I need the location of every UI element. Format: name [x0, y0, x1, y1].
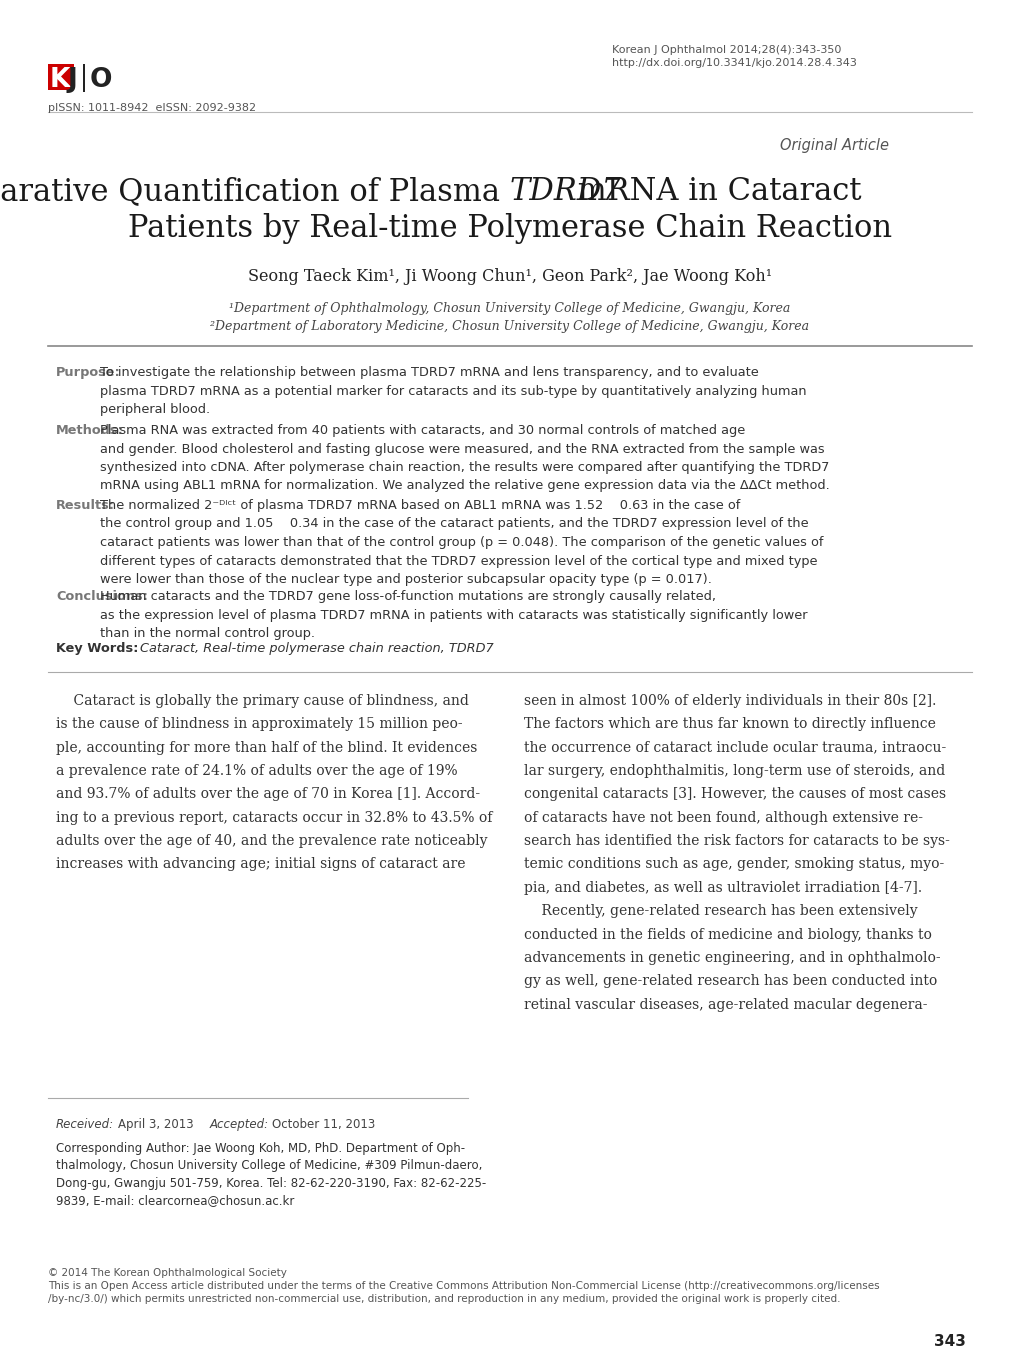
- Text: Results:: Results:: [56, 499, 115, 512]
- Text: TDRD7: TDRD7: [510, 177, 622, 208]
- Text: pISSN: 1011-8942  eISSN: 2092-9382: pISSN: 1011-8942 eISSN: 2092-9382: [48, 103, 256, 113]
- Text: Cataract is globally the primary cause of blindness, and
is the cause of blindne: Cataract is globally the primary cause o…: [56, 694, 492, 871]
- Text: J: J: [68, 67, 77, 92]
- Text: Key Words:: Key Words:: [56, 641, 139, 655]
- Text: Plasma RNA was extracted from 40 patients with cataracts, and 30 normal controls: Plasma RNA was extracted from 40 patient…: [100, 424, 828, 492]
- Text: Korean J Ophthalmol 2014;28(4):343-350: Korean J Ophthalmol 2014;28(4):343-350: [611, 45, 841, 54]
- Text: Received:: Received:: [56, 1118, 114, 1131]
- Text: Accepted:: Accepted:: [210, 1118, 269, 1131]
- Text: Patients by Real-time Polymerase Chain Reaction: Patients by Real-time Polymerase Chain R…: [127, 212, 892, 243]
- Text: Methods:: Methods:: [56, 424, 123, 438]
- Text: mRNA in Cataract: mRNA in Cataract: [568, 177, 861, 208]
- Text: O: O: [90, 67, 112, 92]
- Text: ¹Department of Ophthalmology, Chosun University College of Medicine, Gwangju, Ko: ¹Department of Ophthalmology, Chosun Uni…: [229, 302, 790, 315]
- Text: seen in almost 100% of elderly individuals in their 80s [2].
The factors which a: seen in almost 100% of elderly individua…: [524, 694, 949, 1011]
- Text: Conclusions:: Conclusions:: [56, 590, 148, 603]
- Text: Cataract, Real-time polymerase chain reaction, TDRD7: Cataract, Real-time polymerase chain rea…: [140, 641, 493, 655]
- Text: ²Department of Laboratory Medicine, Chosun University College of Medicine, Gwang: ²Department of Laboratory Medicine, Chos…: [210, 319, 809, 333]
- Text: Purpose:: Purpose:: [56, 366, 120, 379]
- Text: 343: 343: [933, 1335, 965, 1349]
- Bar: [48, 64, 74, 90]
- Text: © 2014 The Korean Ophthalmological Society
This is an Open Access article distri: © 2014 The Korean Ophthalmological Socie…: [48, 1268, 878, 1305]
- Text: Corresponding Author: Jae Woong Koh, MD, PhD. Department of Oph-
thalmology, Cho: Corresponding Author: Jae Woong Koh, MD,…: [56, 1142, 486, 1208]
- Text: Comparative Quantification of Plasma: Comparative Quantification of Plasma: [0, 177, 510, 208]
- Text: Seong Taeck Kim¹, Ji Woong Chun¹, Geon Park², Jae Woong Koh¹: Seong Taeck Kim¹, Ji Woong Chun¹, Geon P…: [248, 268, 771, 285]
- Text: April 3, 2013: April 3, 2013: [118, 1118, 194, 1131]
- Text: http://dx.doi.org/10.3341/kjo.2014.28.4.343: http://dx.doi.org/10.3341/kjo.2014.28.4.…: [611, 58, 856, 68]
- Bar: [83, 64, 85, 92]
- Text: October 11, 2013: October 11, 2013: [272, 1118, 375, 1131]
- Text: K: K: [50, 67, 70, 92]
- Text: The normalized 2⁻ᴰᴵᶜᵗ of plasma TDRD7 mRNA based on ABL1 mRNA was 1.52    0.63 i: The normalized 2⁻ᴰᴵᶜᵗ of plasma TDRD7 mR…: [100, 499, 822, 586]
- Text: To investigate the relationship between plasma TDRD7 mRNA and lens transparency,: To investigate the relationship between …: [100, 366, 806, 416]
- Text: Original Article: Original Article: [780, 139, 889, 154]
- Text: Human cataracts and the TDRD7 gene loss-of-function mutations are strongly causa: Human cataracts and the TDRD7 gene loss-…: [100, 590, 807, 640]
